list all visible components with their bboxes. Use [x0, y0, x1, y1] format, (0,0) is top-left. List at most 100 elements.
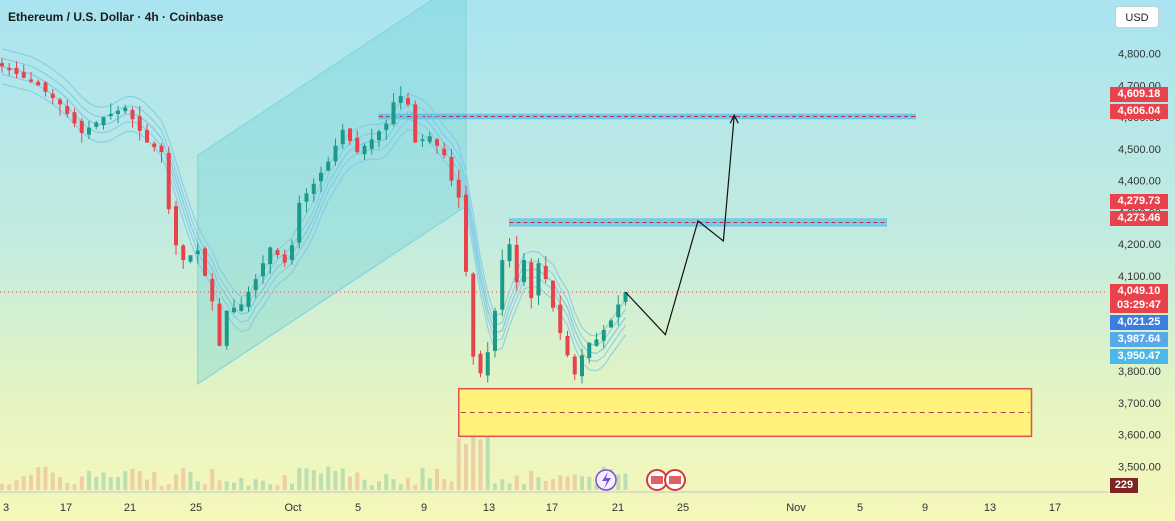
volume-bar: [536, 477, 541, 490]
volume-bar: [587, 476, 592, 490]
volume-bar: [514, 475, 519, 490]
volume-bar: [79, 476, 84, 490]
candle-body: [543, 265, 548, 280]
volume-bar: [471, 434, 476, 490]
candle-body: [384, 123, 389, 130]
time-tick-label: 13: [483, 502, 495, 514]
candle-body: [203, 248, 207, 276]
volume-bar: [166, 484, 171, 490]
volume-bar: [217, 480, 222, 490]
candle-body: [572, 356, 577, 375]
candle-body: [65, 106, 70, 114]
volume-bar: [485, 430, 490, 490]
candle-body: [464, 194, 468, 272]
candle-body: [442, 148, 447, 156]
candle-body: [253, 279, 258, 291]
candle-body: [166, 152, 171, 210]
volume-bar: [101, 472, 106, 490]
time-tick-label: 25: [190, 502, 202, 514]
candle-body: [79, 120, 84, 134]
volume-bar: [203, 484, 207, 490]
candle-body: [50, 93, 55, 99]
price-tick-label: 3,600.00: [1118, 430, 1161, 442]
volume-bar: [326, 466, 331, 490]
candle-body: [340, 129, 345, 144]
currency-button[interactable]: USD: [1115, 6, 1159, 28]
candle-body: [391, 102, 396, 125]
volume-bar: [29, 474, 33, 490]
candle-body: [87, 127, 91, 135]
projection-arrowhead: [729, 113, 739, 124]
time-tick-label: 17: [60, 502, 72, 514]
price-tick-label: 4,400.00: [1118, 176, 1161, 188]
volume-bar: [261, 480, 265, 490]
lightning-bolt: [602, 472, 611, 489]
candle-body: [232, 307, 236, 313]
price-tag: 4,606.04: [1110, 104, 1168, 119]
price-tag: 3,950.47: [1110, 349, 1168, 364]
volume-bar: [478, 439, 483, 490]
envelope-band-4: [1, 57, 626, 347]
time-tick-label: 5: [857, 502, 863, 514]
candle-body: [94, 122, 99, 127]
volume-bar: [398, 484, 403, 490]
volume-bar: [348, 476, 352, 490]
volume-bar: [551, 479, 555, 490]
candle-body: [471, 273, 476, 357]
chart-title: Ethereum / U.S. Dollar · 4h · Coinbase: [8, 10, 224, 24]
candle-body: [565, 335, 570, 356]
time-tick-label: 17: [1049, 502, 1061, 514]
volume-bar: [377, 481, 381, 490]
candle-body: [159, 145, 164, 153]
candle-body: [594, 339, 599, 346]
volume-badge: 229: [1110, 478, 1138, 493]
candle-body: [406, 98, 410, 105]
volume-bar: [406, 477, 410, 490]
volume-bar: [108, 477, 113, 490]
candle-body: [362, 145, 367, 155]
candle-body: [514, 244, 519, 283]
volume-bar: [435, 468, 439, 490]
candle-body: [319, 172, 323, 182]
volume-bar: [50, 472, 55, 490]
volume-bar: [130, 468, 135, 490]
volume-bar: [174, 474, 178, 490]
volume-bar: [116, 476, 120, 490]
price-tick-label: 4,500.00: [1118, 144, 1161, 156]
candle-body: [369, 139, 374, 149]
volume-bar: [14, 480, 19, 490]
candle-body: [398, 95, 403, 103]
candle-body: [210, 278, 215, 302]
volume-bar: [594, 484, 599, 490]
candle-body: [478, 353, 483, 374]
candle-body: [239, 304, 244, 311]
volume-bar: [94, 476, 99, 490]
time-tick-label: 9: [922, 502, 928, 514]
envelope-band-2: [1, 73, 626, 362]
candle-body: [108, 113, 113, 117]
price-tag: 4,609.18: [1110, 87, 1168, 102]
volume-bar: [580, 476, 584, 490]
time-tick-label: 21: [612, 502, 624, 514]
volume-bar: [87, 470, 91, 490]
volume-bar: [558, 475, 563, 490]
candle-body: [246, 291, 251, 308]
volume-bar: [224, 481, 229, 490]
candle-body: [14, 67, 19, 74]
candle-body: [449, 156, 454, 181]
candle-body: [72, 112, 77, 124]
candle-body: [536, 263, 541, 296]
candle-body: [420, 139, 425, 142]
candle-body: [493, 310, 497, 351]
candle-body: [456, 179, 461, 198]
candle-body: [21, 72, 26, 78]
candle-body: [290, 245, 294, 261]
candle-body: [485, 352, 490, 376]
candle-body: [609, 320, 613, 328]
volume-bar: [123, 471, 128, 490]
candle-body: [413, 104, 418, 143]
volume-bar: [239, 477, 244, 490]
candle-body: [304, 193, 309, 202]
